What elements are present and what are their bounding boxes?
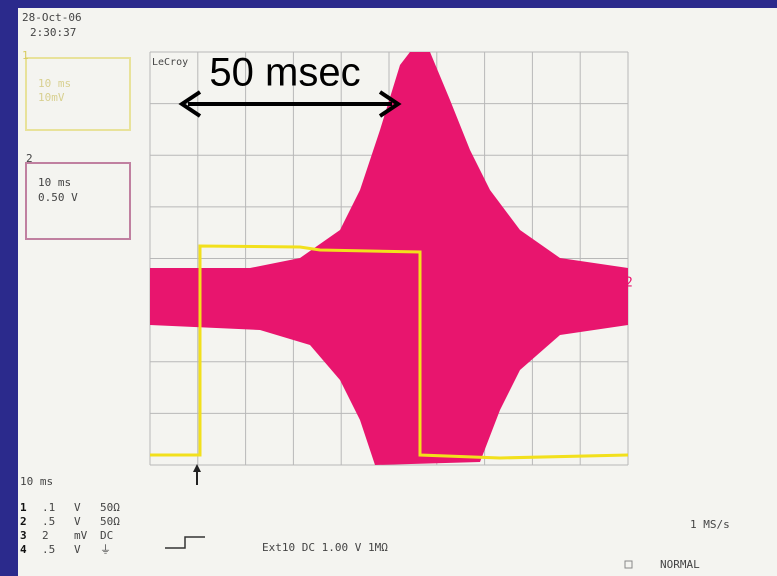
channel-setting: mV xyxy=(74,529,88,542)
channel-setting: 50Ω xyxy=(100,501,120,514)
channel-setting: V xyxy=(74,543,81,556)
channel-line: 10mV xyxy=(38,91,65,104)
timebase: 10 ms xyxy=(20,475,53,488)
channel-setting: 50Ω xyxy=(100,515,120,528)
channel-id: 2 xyxy=(26,152,33,165)
channel-setting: .5 xyxy=(42,515,55,528)
channel-number: 3 xyxy=(20,529,27,542)
sample-rate: 1 MS/s xyxy=(690,518,730,531)
channel-id: 1 xyxy=(22,49,29,62)
channel-line: 10 ms xyxy=(38,176,71,189)
channel-number: 4 xyxy=(20,543,27,556)
channel-line: 10 ms xyxy=(38,77,71,90)
grid-label: LeCroy xyxy=(152,57,188,68)
channel-setting: DC xyxy=(100,529,113,542)
time: 2:30:37 xyxy=(30,26,76,39)
channel-number: 1 xyxy=(20,501,27,514)
channel-setting: .1 xyxy=(42,501,55,514)
date: 28-Oct-06 xyxy=(22,11,82,24)
channel-setting: .5 xyxy=(42,543,55,556)
scope-screenshot: 28-Oct-06 2:30:37 1 10 ms 10mV 2 10 ms 0… xyxy=(0,0,777,576)
trigger: Ext10 DC 1.00 V 1MΩ xyxy=(262,541,388,554)
channel-setting: V xyxy=(74,501,81,514)
annotation: 50 msec xyxy=(209,51,360,95)
page: 28-Oct-06 2:30:37 1 10 ms 10mV 2 10 ms 0… xyxy=(0,0,777,576)
channel-setting: 2 xyxy=(42,529,49,542)
mode: NORMAL xyxy=(660,558,700,571)
channel-setting: ⏚ xyxy=(100,543,111,556)
channel-setting: V xyxy=(74,515,81,528)
channel-number: 2 xyxy=(20,515,27,528)
channel-line: 0.50 V xyxy=(38,191,78,204)
trace-marker: 2 xyxy=(625,276,633,291)
